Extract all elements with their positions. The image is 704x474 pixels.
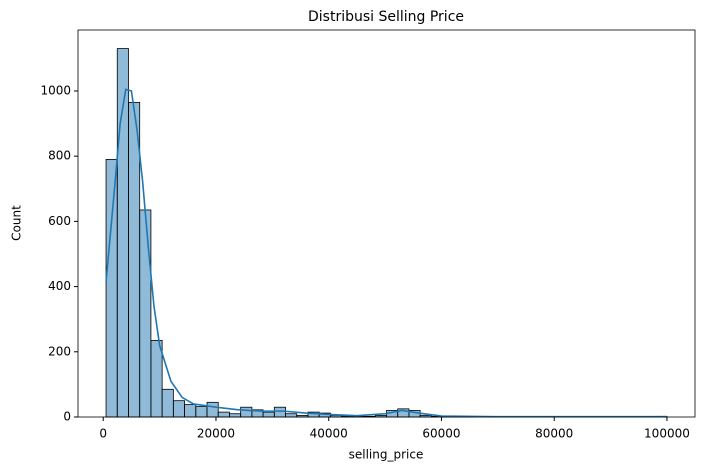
bar [241, 407, 252, 417]
y-axis-label: Count [10, 205, 24, 241]
bar [263, 412, 274, 417]
bar [196, 407, 207, 417]
chart-title: Distribusi Selling Price [308, 9, 464, 25]
bar [274, 407, 285, 417]
bar [151, 340, 162, 417]
y-tick-label: 0 [63, 410, 71, 424]
y-tick-label: 400 [48, 279, 71, 293]
y-tick-label: 200 [48, 344, 71, 358]
bar [229, 414, 240, 417]
kde-line [106, 89, 667, 416]
x-tick-label: 60000 [422, 427, 460, 441]
x-axis-label: selling_price [349, 448, 424, 462]
plot-frame [78, 30, 695, 417]
y-tick-label: 800 [48, 149, 71, 163]
bar [286, 414, 297, 417]
bar [140, 210, 151, 417]
bar [207, 402, 218, 417]
x-tick-label: 0 [99, 427, 107, 441]
x-tick-label: 100000 [644, 427, 690, 441]
x-tick-label: 80000 [535, 427, 573, 441]
x-tick-label: 20000 [197, 427, 235, 441]
bar [185, 405, 196, 417]
y-tick-label: 600 [48, 214, 71, 228]
y-tick-label: 1000 [40, 83, 71, 97]
x-tick-label: 40000 [310, 427, 348, 441]
bar [106, 159, 117, 417]
bar [173, 401, 184, 417]
bar [162, 389, 173, 417]
bar [128, 102, 139, 417]
bar [218, 412, 229, 417]
